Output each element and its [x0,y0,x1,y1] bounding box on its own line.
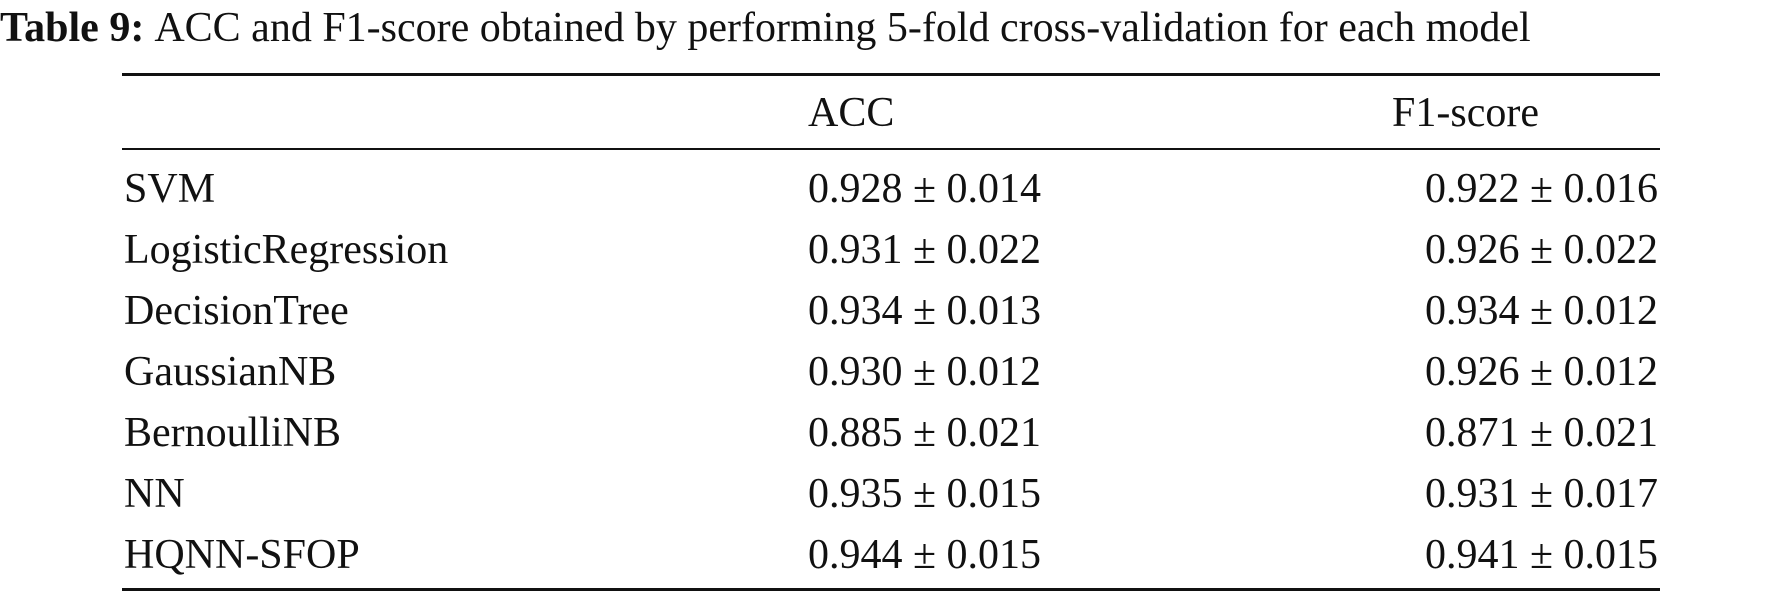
f1-cell: 0.931 ± 0.017 [1424,471,1658,517]
row-label: NN [124,471,185,517]
row-label: GaussianNB [124,349,337,395]
caption-text: ACC and F1-score obtained by performing … [154,5,1531,51]
row-label: SVM [124,166,216,212]
f1-cell: 0.871 ± 0.021 [1424,410,1658,456]
bottom-rule [122,588,1660,591]
acc-cell: 0.928 ± 0.014 [808,166,1042,212]
top-rule [122,73,1660,76]
caption: Table 9: ACC and F1-score obtained by per… [0,4,1771,52]
acc-cell: 0.934 ± 0.013 [808,288,1042,334]
row-label: BernoulliNB [124,410,341,456]
column-header: F1-score [1392,90,1539,136]
column-header: ACC [808,90,895,136]
acc-cell: 0.930 ± 0.012 [808,349,1042,395]
row-label: DecisionTree [124,288,349,334]
row-label: LogisticRegression [124,227,449,273]
acc-cell: 0.931 ± 0.022 [808,227,1042,273]
acc-cell: 0.935 ± 0.015 [808,471,1042,517]
f1-cell: 0.922 ± 0.016 [1424,166,1658,212]
caption-label: Table 9: [0,5,145,51]
f1-cell: 0.926 ± 0.022 [1424,227,1658,273]
mid-rule [122,148,1660,150]
f1-cell: 0.934 ± 0.012 [1424,288,1658,334]
acc-cell: 0.944 ± 0.015 [808,532,1042,578]
f1-cell: 0.941 ± 0.015 [1424,532,1658,578]
f1-cell: 0.926 ± 0.012 [1424,349,1658,395]
acc-cell: 0.885 ± 0.021 [808,410,1042,456]
row-label: HQNN-SFOP [124,532,360,578]
